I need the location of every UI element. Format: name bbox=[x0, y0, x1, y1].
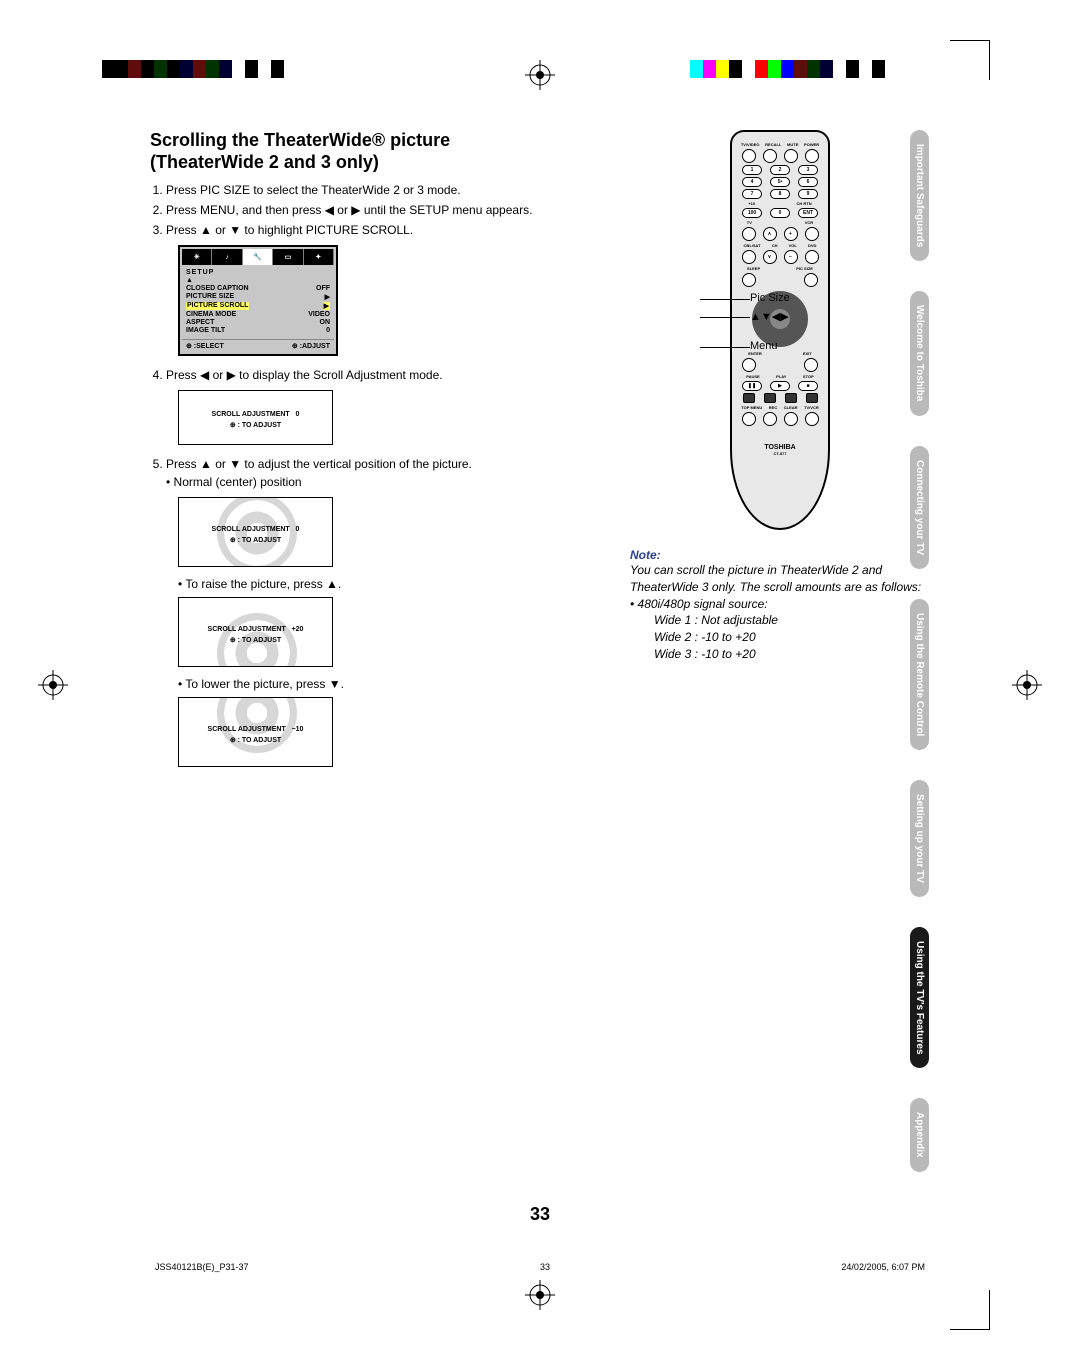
color-bar-right bbox=[690, 60, 885, 78]
scroll-adjust-box-lower: SCROLL ADJUSTMENT −10 ⊕ : TO ADJUST bbox=[178, 697, 333, 767]
footer-left: JSS40121B(E)_P31-37 bbox=[155, 1262, 249, 1272]
step-list: Press ▲ or ▼ to adjust the vertical posi… bbox=[166, 455, 580, 491]
side-tab: Welcome to Toshiba bbox=[910, 291, 929, 415]
title-line1: Scrolling the TheaterWide® picture bbox=[150, 130, 450, 150]
registration-mark-icon bbox=[525, 60, 555, 90]
bullet-lower: • To lower the picture, press ▼. bbox=[178, 677, 580, 691]
step-item: Press MENU, and then press ◀ or ▶ until … bbox=[166, 201, 580, 219]
step-list: Press ◀ or ▶ to display the Scroll Adjus… bbox=[166, 366, 580, 384]
crop-mark-icon bbox=[950, 40, 990, 80]
side-tabs: Important Safeguards Welcome to Toshiba Co… bbox=[910, 130, 940, 1202]
page-content: Scrolling the TheaterWide® picture (Thea… bbox=[150, 130, 930, 1240]
osd-footer: ⊕ :SELECT ⊕ :ADJUST bbox=[182, 339, 334, 352]
main-column: Scrolling the TheaterWide® picture (Thea… bbox=[150, 130, 580, 777]
crop-mark-icon bbox=[950, 1290, 990, 1330]
footer-mid: 33 bbox=[540, 1262, 550, 1272]
side-tab: Important Safeguards bbox=[910, 130, 929, 261]
callout-picsize: Pic Size bbox=[750, 292, 790, 304]
osd-title: SETUP bbox=[186, 269, 330, 276]
note-line: Wide 2 : -10 to +20 bbox=[654, 629, 930, 646]
note-line: You can scroll the picture in TheaterWid… bbox=[630, 562, 930, 596]
side-tab: Appendix bbox=[910, 1098, 929, 1172]
side-tab: Connecting your TV bbox=[910, 446, 929, 569]
step-item: Press ▲ or ▼ to highlight PICTURE SCROLL… bbox=[166, 221, 580, 239]
scroll-adjust-box-plain: SCROLL ADJUSTMENT 0 ⊕ : TO ADJUST bbox=[178, 390, 333, 445]
side-tab: Using the Remote Control bbox=[910, 599, 929, 750]
osd-tabs: ☀♪🔧▭✦ bbox=[182, 249, 334, 265]
callout-menu: Menu bbox=[750, 340, 778, 352]
remote-control-illustration: TV/VIDEORECALLMUTEPOWER 123 45•6 789 +10… bbox=[730, 130, 830, 530]
step-item: Press PIC SIZE to select the TheaterWide… bbox=[166, 181, 580, 199]
step-item: Press ▲ or ▼ to adjust the vertical posi… bbox=[166, 455, 580, 491]
footer-right: 24/02/2005, 6:07 PM bbox=[841, 1262, 925, 1272]
note-line: Wide 1 : Not adjustable bbox=[654, 612, 930, 629]
brand-label: TOSHIBA bbox=[738, 444, 822, 451]
osd-footer-left: ⊕ :SELECT bbox=[186, 342, 224, 350]
callout-arrows: ▲▼◀▶ bbox=[750, 310, 789, 323]
bullet-raise: • To raise the picture, press ▲. bbox=[178, 577, 580, 591]
step-sub: • Normal (center) position bbox=[166, 475, 302, 489]
registration-mark-icon bbox=[1012, 670, 1042, 700]
note-line: Wide 3 : -10 to +20 bbox=[654, 646, 930, 663]
side-tab: Setting up your TV bbox=[910, 780, 929, 897]
footer-info: JSS40121B(E)_P31-37 33 24/02/2005, 6:07 … bbox=[155, 1262, 925, 1272]
step-list: Press PIC SIZE to select the TheaterWide… bbox=[166, 181, 580, 239]
note-line: • 480i/480p signal source: bbox=[630, 596, 930, 613]
color-bar-left bbox=[102, 60, 297, 78]
osd-footer-right: ⊕ :ADJUST bbox=[292, 342, 330, 350]
registration-mark-icon bbox=[38, 670, 68, 700]
registration-mark-icon bbox=[525, 1280, 555, 1310]
side-tab: Using the TV's Features bbox=[910, 927, 929, 1069]
scroll-adjust-box-raise: SCROLL ADJUSTMENT +20 ⊕ : TO ADJUST bbox=[178, 597, 333, 667]
title-line2: (TheaterWide 2 and 3 only) bbox=[150, 152, 379, 172]
page-number: 33 bbox=[0, 1204, 1080, 1225]
note-section: Note: You can scroll the picture in Thea… bbox=[630, 548, 930, 663]
section-title: Scrolling the TheaterWide® picture (Thea… bbox=[150, 130, 580, 173]
step-item: Press ◀ or ▶ to display the Scroll Adjus… bbox=[166, 366, 580, 384]
right-column: TV/VIDEORECALLMUTEPOWER 123 45•6 789 +10… bbox=[630, 130, 930, 663]
osd-setup-menu: ☀♪🔧▭✦ SETUP ▲CLOSED CAPTIONOFFPICTURE SI… bbox=[178, 245, 338, 356]
osd-body: SETUP ▲CLOSED CAPTIONOFFPICTURE SIZE▶PIC… bbox=[182, 265, 334, 339]
note-title: Note: bbox=[630, 548, 930, 562]
scroll-adjust-box-normal: SCROLL ADJUSTMENT 0 ⊕ : TO ADJUST bbox=[178, 497, 333, 567]
